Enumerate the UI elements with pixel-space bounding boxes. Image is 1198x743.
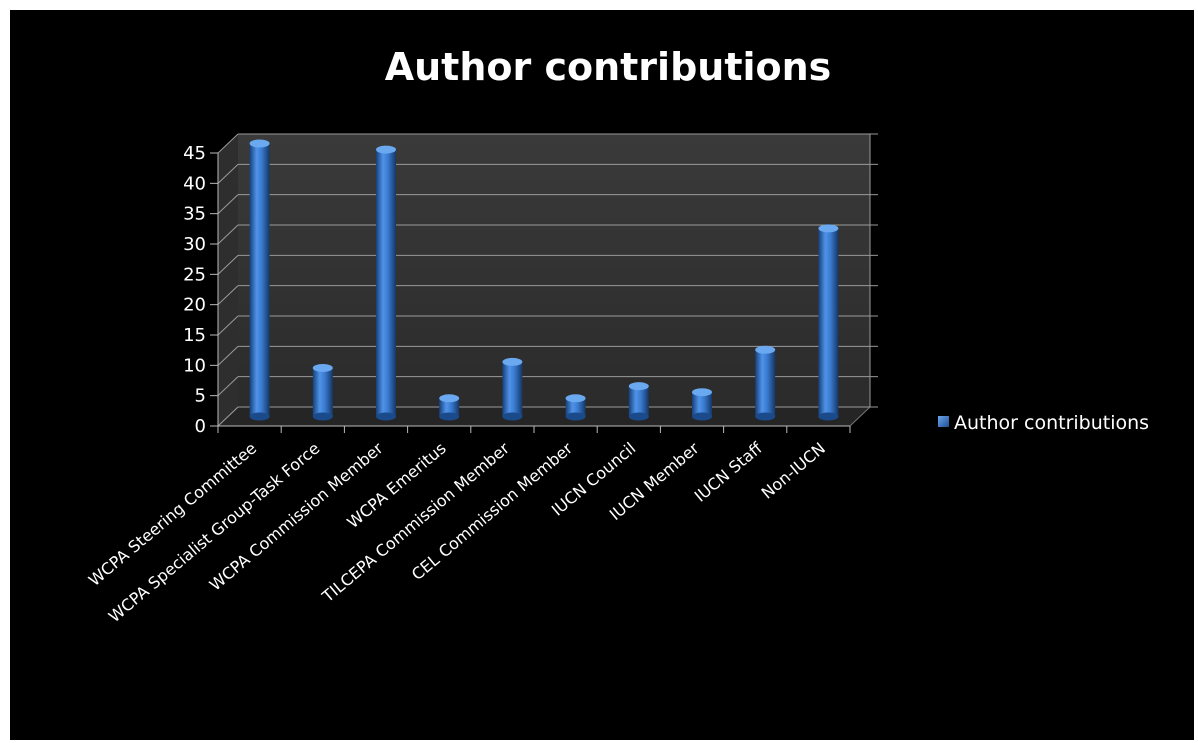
- legend-swatch: [938, 416, 949, 427]
- bar: [439, 394, 460, 421]
- bar-base: [818, 412, 839, 421]
- y-axis-ticks: 0 5 10 15 20 25 30 35 40 45: [183, 143, 206, 437]
- y-tick-label: 5: [195, 386, 206, 407]
- bar-body: [565, 398, 586, 417]
- bar-top: [692, 388, 712, 397]
- bar-top: [818, 224, 839, 233]
- bar-body: [755, 349, 776, 417]
- legend: Author contributions: [938, 412, 1149, 434]
- bar-top: [312, 363, 333, 372]
- bar: [565, 394, 586, 421]
- bar: [312, 363, 333, 421]
- bar-base: [692, 412, 712, 421]
- chart-side-wall: [218, 134, 238, 426]
- gridline-side: [217, 224, 239, 245]
- bar: [502, 357, 523, 421]
- gridline-side: [217, 285, 239, 306]
- x-tick-label: Non-IUCN: [758, 439, 829, 503]
- bar-base: [565, 412, 586, 421]
- y-tick-label: 0: [195, 416, 206, 437]
- bar-body: [312, 367, 333, 417]
- bar-top: [755, 345, 776, 354]
- gridline-side: [217, 163, 239, 184]
- bar: [376, 145, 396, 421]
- bar-base: [312, 412, 333, 421]
- bar-body: [818, 228, 839, 417]
- gridline-side: [217, 406, 239, 427]
- gridline-side: [217, 376, 239, 397]
- bar-base: [439, 412, 460, 421]
- y-tick-label: 40: [183, 173, 206, 194]
- y-tick-label: 10: [183, 355, 206, 376]
- bar-top: [249, 139, 270, 148]
- axes: [210, 133, 878, 433]
- gridline-side: [217, 345, 239, 366]
- bar-body: [249, 143, 270, 417]
- y-tick-label: 15: [183, 325, 206, 346]
- gridline-side: [217, 315, 239, 336]
- bar-top: [439, 394, 460, 403]
- bar-base: [376, 412, 396, 421]
- bar-top: [565, 394, 586, 403]
- chart-title: Author contributions: [385, 45, 832, 89]
- bar-top: [628, 382, 649, 391]
- gridline-side: [217, 194, 239, 215]
- gridline-side: [217, 133, 239, 154]
- bar-base: [755, 412, 776, 421]
- y-tick-label: 20: [183, 295, 206, 316]
- bar-base: [502, 412, 523, 421]
- y-tick-label: 45: [183, 143, 206, 164]
- legend-label: Author contributions: [954, 412, 1149, 434]
- y-tick-label: 25: [183, 264, 206, 285]
- bar-top: [376, 145, 396, 154]
- bar: [755, 345, 776, 421]
- bar: [692, 388, 712, 421]
- bars: [249, 139, 839, 421]
- bar: [249, 139, 270, 421]
- bar-body: [502, 361, 523, 417]
- gridline-side: [217, 254, 239, 275]
- bar-body: [439, 398, 460, 417]
- bar-body: [628, 386, 649, 417]
- y-tick-label: 30: [183, 234, 206, 255]
- bar-body: [692, 392, 712, 417]
- chart-frame: Author contributions 0 5 10 15 20 25 30 35 40 45 …: [10, 10, 1194, 740]
- bar: [628, 382, 649, 421]
- bar-body: [376, 149, 396, 417]
- bar-base: [249, 412, 270, 421]
- bar-base: [628, 412, 649, 421]
- bar: [818, 224, 839, 421]
- y-tick-label: 35: [183, 204, 206, 225]
- bar-chart: Author contributions 051015202530354045 …: [85, 45, 1149, 626]
- x-tick-label: IUCN Staff: [691, 438, 767, 506]
- bar-top: [502, 357, 523, 366]
